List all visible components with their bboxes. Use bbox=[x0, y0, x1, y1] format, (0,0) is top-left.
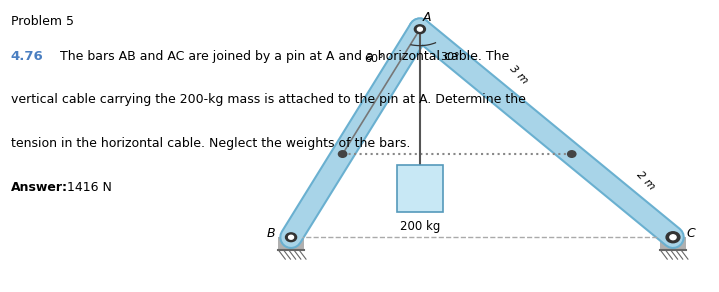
Circle shape bbox=[414, 25, 426, 34]
Bar bbox=[278, 237, 303, 250]
Circle shape bbox=[288, 235, 293, 239]
Text: C: C bbox=[687, 227, 695, 240]
Text: 200 kg: 200 kg bbox=[400, 220, 440, 233]
Circle shape bbox=[418, 27, 422, 31]
Text: 2 m: 2 m bbox=[634, 170, 656, 192]
Text: tension in the horizontal cable. Neglect the weights of the bars.: tension in the horizontal cable. Neglect… bbox=[11, 137, 410, 150]
Text: Answer:: Answer: bbox=[11, 181, 68, 194]
Text: 30°: 30° bbox=[441, 52, 460, 62]
Text: B: B bbox=[266, 227, 275, 240]
Text: 3 m: 3 m bbox=[508, 64, 530, 86]
Text: The bars AB and AC are joined by a pin at A and a horizontal cable. The: The bars AB and AC are joined by a pin a… bbox=[52, 50, 509, 63]
Text: 1416 N: 1416 N bbox=[59, 181, 112, 194]
Circle shape bbox=[339, 151, 347, 157]
Text: vertical cable carrying the 200-kg mass is attached to the pin at A. Determine t: vertical cable carrying the 200-kg mass … bbox=[11, 93, 526, 107]
Bar bbox=[660, 237, 686, 250]
Circle shape bbox=[670, 235, 676, 240]
Text: 60°: 60° bbox=[365, 54, 384, 64]
Circle shape bbox=[285, 233, 296, 242]
Text: A: A bbox=[422, 11, 431, 24]
Circle shape bbox=[567, 151, 576, 157]
Circle shape bbox=[666, 232, 680, 243]
Text: 4.76: 4.76 bbox=[11, 50, 44, 63]
Bar bbox=[397, 165, 443, 212]
Text: Problem 5: Problem 5 bbox=[11, 15, 74, 28]
